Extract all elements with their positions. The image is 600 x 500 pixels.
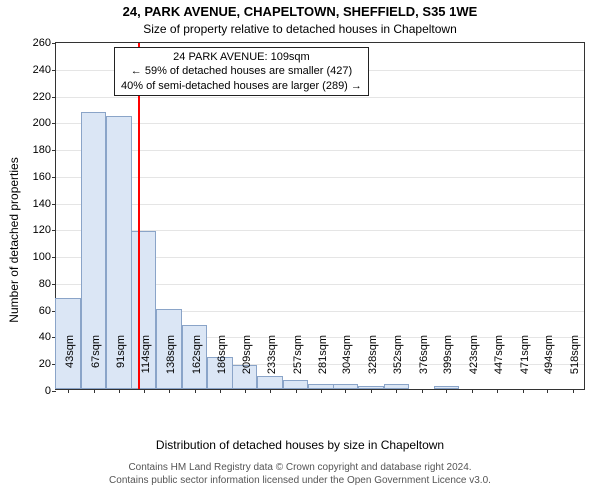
xtick-label: 352sqm bbox=[392, 335, 404, 395]
xtick-label: 114sqm bbox=[140, 335, 152, 395]
ytick-label: 120 bbox=[33, 224, 56, 236]
xtick-label: 281sqm bbox=[317, 335, 329, 395]
annotation-line2: ← 59% of detached houses are smaller (42… bbox=[121, 64, 362, 78]
gridline-h bbox=[56, 150, 584, 151]
xtick-label: 138sqm bbox=[165, 335, 177, 395]
ytick-label: 40 bbox=[39, 331, 56, 343]
xtick-label: 447sqm bbox=[493, 335, 505, 395]
ytick-label: 240 bbox=[33, 64, 56, 76]
ytick-label: 100 bbox=[33, 251, 56, 263]
chart-footer: Contains HM Land Registry data © Crown c… bbox=[0, 462, 600, 487]
xtick-label: 43sqm bbox=[64, 335, 76, 395]
xtick-label: 328sqm bbox=[367, 335, 379, 395]
annotation-line3: 40% of semi-detached houses are larger (… bbox=[121, 79, 362, 93]
ytick-label: 160 bbox=[33, 171, 56, 183]
xtick-label: 209sqm bbox=[241, 335, 253, 395]
xtick-label: 423sqm bbox=[468, 335, 480, 395]
ytick-label: 180 bbox=[33, 144, 56, 156]
xtick-label: 233sqm bbox=[266, 335, 278, 395]
annotation-box: 24 PARK AVENUE: 109sqm← 59% of detached … bbox=[114, 47, 369, 96]
gridline-h bbox=[56, 204, 584, 205]
y-axis-label: Number of detached properties bbox=[7, 157, 21, 322]
ytick-label: 20 bbox=[39, 358, 56, 370]
xtick-label: 257sqm bbox=[292, 335, 304, 395]
xtick-label: 162sqm bbox=[191, 335, 203, 395]
ytick-label: 260 bbox=[33, 37, 56, 49]
gridline-h bbox=[56, 123, 584, 124]
annotation-line1: 24 PARK AVENUE: 109sqm bbox=[121, 50, 362, 64]
ytick-label: 140 bbox=[33, 198, 56, 210]
ytick-label: 60 bbox=[39, 305, 56, 317]
x-axis-label: Distribution of detached houses by size … bbox=[0, 438, 600, 452]
xtick-label: 304sqm bbox=[341, 335, 353, 395]
xtick-label: 518sqm bbox=[569, 335, 581, 395]
gridline-h bbox=[56, 177, 584, 178]
chart-title-line1: 24, PARK AVENUE, CHAPELTOWN, SHEFFIELD, … bbox=[0, 4, 600, 19]
chart-title-line2: Size of property relative to detached ho… bbox=[0, 22, 600, 36]
gridline-h bbox=[56, 97, 584, 98]
xtick-label: 494sqm bbox=[543, 335, 555, 395]
xtick-label: 67sqm bbox=[90, 335, 102, 395]
ytick-label: 80 bbox=[39, 278, 56, 290]
xtick-label: 91sqm bbox=[115, 335, 127, 395]
xtick-label: 376sqm bbox=[418, 335, 430, 395]
ytick-label: 220 bbox=[33, 91, 56, 103]
xtick-label: 471sqm bbox=[519, 335, 531, 395]
xtick-label: 186sqm bbox=[216, 335, 228, 395]
ytick-label: 200 bbox=[33, 117, 56, 129]
footer-line2: Contains public sector information licen… bbox=[15, 475, 585, 488]
ytick-label: 0 bbox=[45, 385, 56, 397]
xtick-label: 399sqm bbox=[442, 335, 454, 395]
footer-line1: Contains HM Land Registry data © Crown c… bbox=[15, 462, 585, 475]
